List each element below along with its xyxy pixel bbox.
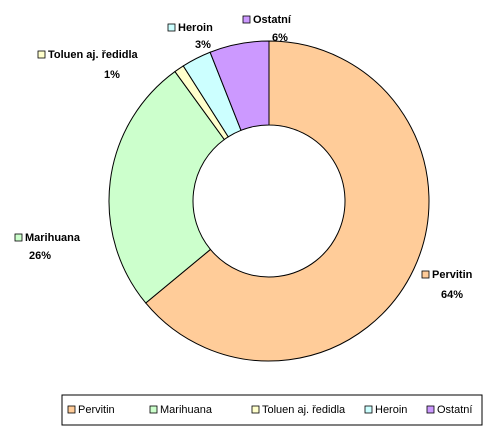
label-key xyxy=(14,233,23,242)
value-label: 1% xyxy=(104,69,120,81)
legend-label: Pervitin xyxy=(78,404,115,416)
value-label: 64% xyxy=(441,289,463,301)
legend-label: Heroin xyxy=(375,404,407,416)
label-name: Ostatní xyxy=(253,14,292,26)
slice xyxy=(209,40,270,131)
value-label: 3% xyxy=(195,39,211,51)
slice xyxy=(108,70,226,304)
legend-key xyxy=(426,405,435,414)
label-name: Heroin xyxy=(178,22,213,34)
value-label: 26% xyxy=(29,250,51,262)
legend-box xyxy=(61,394,483,426)
legend-key xyxy=(364,405,373,414)
label-key xyxy=(242,15,251,24)
label-key xyxy=(421,270,430,279)
legend-key xyxy=(251,405,260,414)
label-key xyxy=(37,50,46,59)
label-name: Toluen aj. ředidla xyxy=(48,49,139,61)
legend-label: Toluen aj. ředidla xyxy=(262,404,346,416)
slice xyxy=(145,40,430,362)
value-label: 6% xyxy=(272,32,288,44)
legend-label: Marihuana xyxy=(160,404,213,416)
label-name: Marihuana xyxy=(25,232,81,244)
legend-key xyxy=(67,405,76,414)
label-name: Pervitin xyxy=(432,269,473,281)
label-key xyxy=(167,23,176,32)
legend-key xyxy=(149,405,158,414)
legend-label: Ostatní xyxy=(437,404,472,416)
